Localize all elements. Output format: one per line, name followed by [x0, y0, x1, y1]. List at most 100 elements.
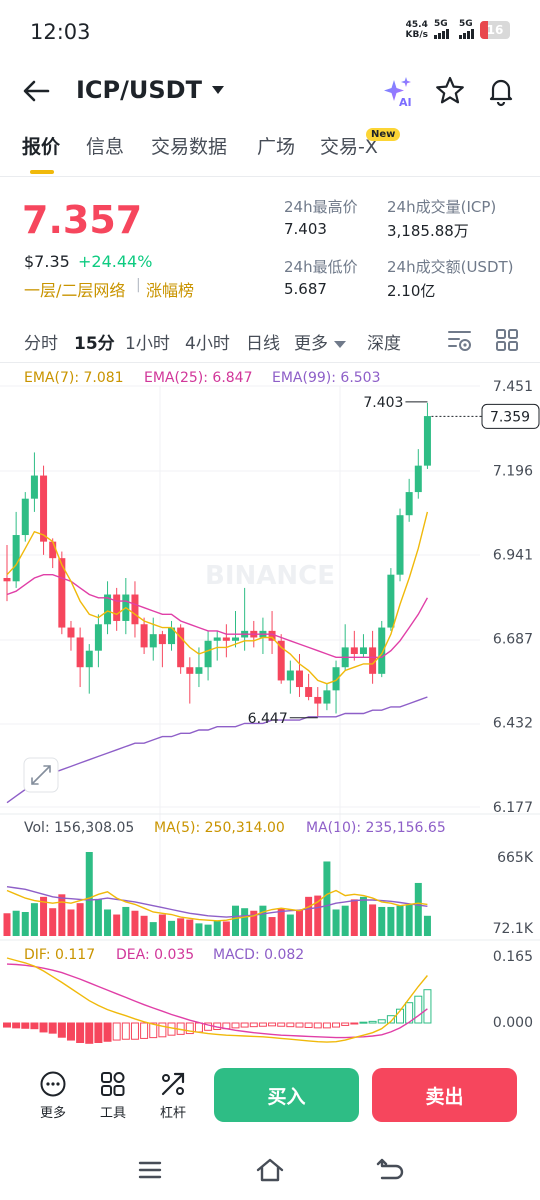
- price-axis-label: 7.196: [493, 463, 533, 479]
- candle-body: [268, 630, 276, 641]
- volume-bar: [314, 895, 322, 936]
- depth-tab[interactable]: 深度: [367, 334, 401, 354]
- tab-square[interactable]: 广场: [257, 136, 296, 158]
- ema25-line: [6, 574, 429, 658]
- caret-down-icon: [334, 340, 346, 348]
- tab-trading-data[interactable]: 交易数据: [151, 136, 228, 158]
- volume-bar: [158, 914, 166, 936]
- candle-body: [12, 535, 20, 582]
- candle-body: [323, 690, 331, 704]
- volume-bar: [232, 905, 239, 936]
- volume-bar: [49, 908, 57, 936]
- macd-histogram-bar: [286, 1022, 295, 1028]
- macd-histogram-bar: [94, 1022, 103, 1043]
- volume-bar: [3, 913, 11, 936]
- tab-trade-x[interactable]: 交易-X: [320, 136, 378, 158]
- divider: [0, 362, 540, 363]
- price-usd: $7.35: [24, 252, 70, 271]
- low-price-marker: 6.447: [248, 711, 288, 727]
- macd-histogram-bar: [313, 1022, 322, 1029]
- ema7-label: EMA(7): 7.081: [24, 370, 124, 386]
- interval-time-share[interactable]: 分时: [24, 334, 58, 354]
- candle-body: [94, 624, 102, 651]
- ema99-line: [6, 696, 428, 804]
- volume-bar: [104, 909, 112, 936]
- home-button[interactable]: [254, 1154, 286, 1186]
- back-nav-button[interactable]: [374, 1154, 406, 1186]
- candle-body: [195, 667, 203, 674]
- current-price-tag: [481, 403, 540, 429]
- volume-bar: [186, 919, 194, 936]
- leverage-button[interactable]: 杠杆: [148, 1070, 198, 1121]
- interval-1h[interactable]: 1小时: [125, 334, 170, 354]
- candle-body: [378, 627, 386, 674]
- favorite-button[interactable]: [433, 74, 467, 108]
- status-bar: 12:03 45.4 KB/s 5G 5G 16: [0, 0, 540, 64]
- interval-15m[interactable]: 15分: [74, 334, 115, 354]
- tab-quote[interactable]: 报价: [22, 136, 61, 158]
- volume-bar: [177, 918, 185, 936]
- status-time: 12:03: [30, 20, 91, 44]
- macd-histogram-bar: [322, 1022, 331, 1029]
- volume-bar: [131, 910, 139, 936]
- candle-body: [232, 637, 239, 641]
- layout-button[interactable]: [493, 326, 521, 354]
- return-icon: [376, 1158, 404, 1180]
- back-button[interactable]: [20, 76, 54, 106]
- candle-body: [286, 670, 294, 681]
- candle-body: [76, 637, 84, 668]
- candle-body: [314, 696, 322, 704]
- price-axis-label: 6.687: [493, 631, 533, 647]
- macd-histogram-bar: [85, 1022, 94, 1044]
- candle-body: [49, 541, 57, 559]
- candle-body: [85, 650, 93, 668]
- star-icon: [436, 76, 464, 104]
- sell-button[interactable]: 卖出: [372, 1068, 517, 1122]
- interval-bar: 分时 15分 1小时 4小时 日线 更多 深度: [0, 320, 540, 360]
- alert-button[interactable]: [484, 74, 518, 108]
- candle-body: [396, 515, 404, 575]
- ema25-label: EMA(25): 6.847: [144, 370, 253, 386]
- ai-button[interactable]: AI: [382, 74, 416, 109]
- price-change: +24.44%: [78, 252, 153, 271]
- price-axis-label: 6.432: [493, 716, 533, 732]
- macd-histogram-bar: [149, 1022, 158, 1039]
- gainers-link[interactable]: 涨幅榜: [146, 281, 195, 300]
- macd-histogram-bar: [185, 1022, 194, 1035]
- system-nav-bar: [0, 1140, 540, 1200]
- interval-daily[interactable]: 日线: [246, 334, 280, 354]
- macd-histogram-bar: [140, 1022, 149, 1039]
- buy-button[interactable]: 买入: [214, 1068, 359, 1122]
- volume-bar: [359, 896, 367, 936]
- battery-icon: 16: [480, 21, 510, 39]
- volume-bar: [213, 920, 221, 936]
- leverage-icon: [161, 1072, 185, 1096]
- interval-more[interactable]: 更多: [294, 329, 346, 354]
- volume-bar: [305, 896, 313, 936]
- more-button[interactable]: 更多: [28, 1070, 78, 1121]
- candle-body: [295, 670, 303, 688]
- candle-body: [387, 574, 395, 628]
- volume-bar: [259, 905, 267, 936]
- tab-info[interactable]: 信息: [86, 136, 125, 158]
- volume-bar: [113, 914, 121, 936]
- candle-body: [213, 637, 221, 641]
- stat-turnover-label: 24h成交额(USDT): [387, 258, 514, 276]
- fullscreen-button[interactable]: [23, 757, 59, 793]
- macd-axis-label: 0.000: [493, 1015, 533, 1031]
- tools-button[interactable]: 工具: [88, 1070, 138, 1121]
- status-icons: 45.4 KB/s 5G 5G 16: [406, 19, 510, 40]
- candle-body: [305, 687, 313, 697]
- volume-bar: [405, 904, 413, 936]
- volume-bar: [67, 909, 75, 936]
- macd-histogram-bar: [103, 1022, 112, 1042]
- ma5-label: MA(5): 250,314.00: [154, 820, 285, 836]
- kline-chart[interactable]: BINANCE 7.451 7.196 6.941 6.687 6.432 6.177 7…: [0, 364, 540, 1056]
- recent-apps-button[interactable]: [134, 1154, 166, 1186]
- pair-selector[interactable]: ICP/USDT: [76, 76, 224, 104]
- network-link[interactable]: 一层/二层网络: [24, 281, 126, 300]
- interval-4h[interactable]: 4小时: [185, 334, 230, 354]
- macd-histogram-bar: [204, 1022, 213, 1031]
- macd-histogram-bar: [414, 995, 423, 1024]
- indicator-settings-button[interactable]: [446, 326, 474, 354]
